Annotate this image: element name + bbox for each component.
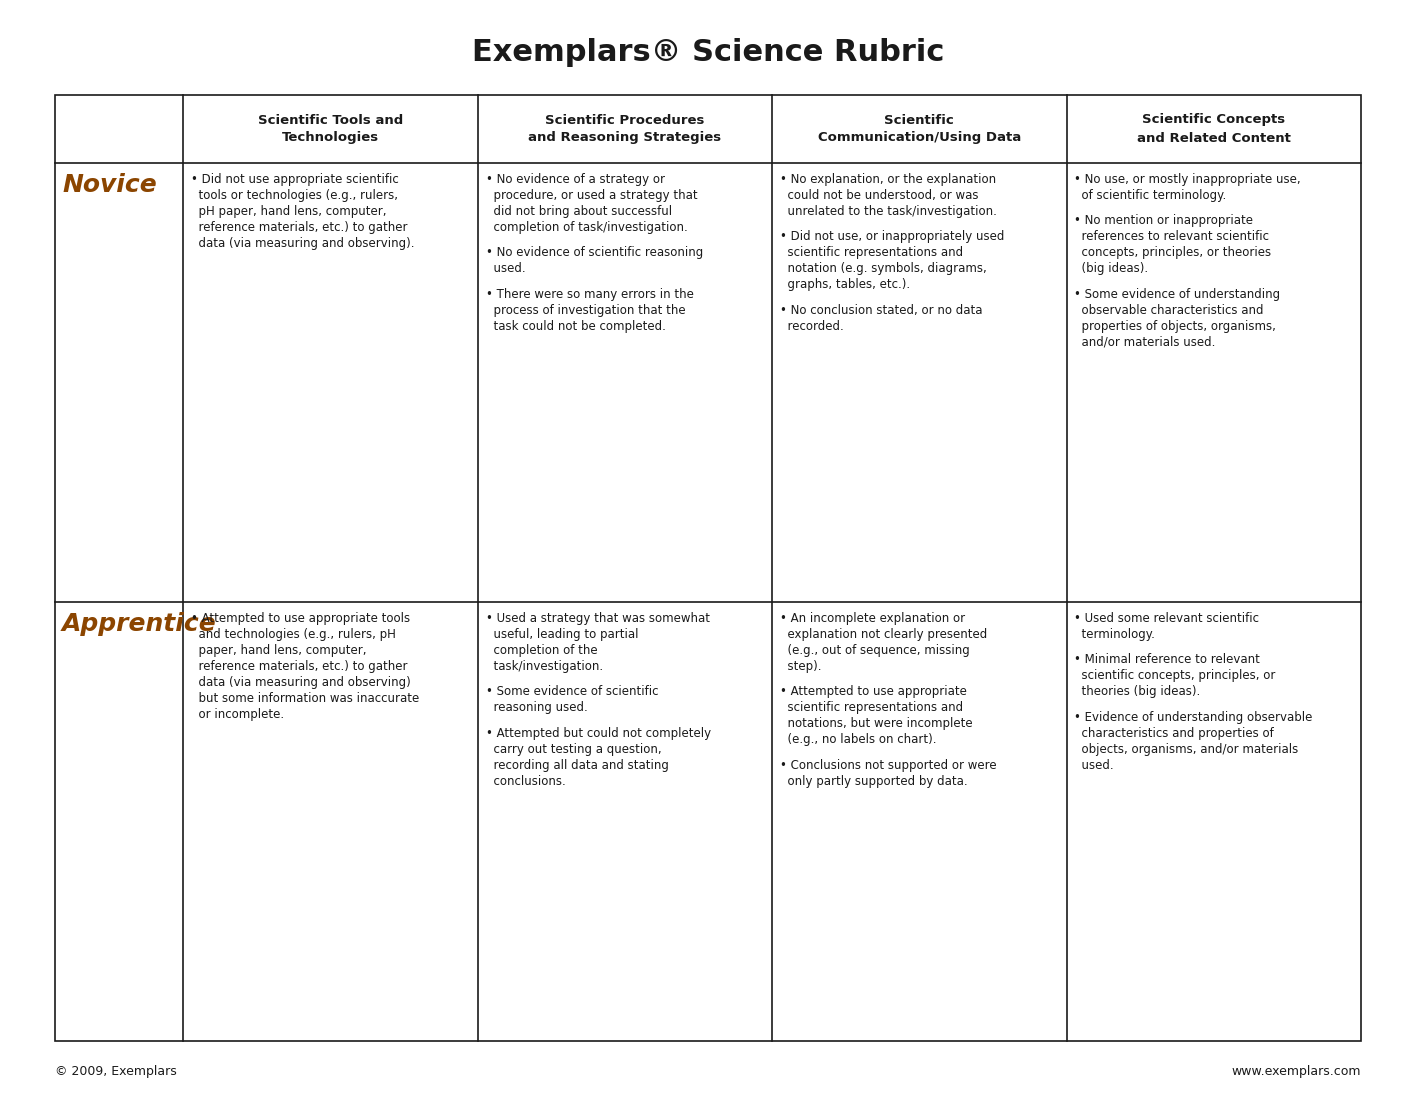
Text: properties of objects, organisms,: properties of objects, organisms, xyxy=(1075,320,1276,332)
Text: or incomplete.: or incomplete. xyxy=(191,708,285,721)
Text: (e.g., no labels on chart).: (e.g., no labels on chart). xyxy=(780,733,936,746)
Text: • Conclusions not supported or were: • Conclusions not supported or were xyxy=(780,758,997,772)
Text: • Used some relevant scientific: • Used some relevant scientific xyxy=(1075,612,1259,625)
Text: • Some evidence of scientific: • Some evidence of scientific xyxy=(486,685,658,698)
Text: scientific representations and: scientific representations and xyxy=(780,247,963,260)
Text: terminology.: terminology. xyxy=(1075,628,1155,641)
Text: could not be understood, or was: could not be understood, or was xyxy=(780,189,978,202)
Text: used.: used. xyxy=(1075,758,1114,772)
Text: conclusions.: conclusions. xyxy=(486,775,565,788)
Text: data (via measuring and observing).: data (via measuring and observing). xyxy=(191,237,415,250)
Text: characteristics and properties of: characteristics and properties of xyxy=(1075,727,1274,740)
Text: paper, hand lens, computer,: paper, hand lens, computer, xyxy=(191,643,367,657)
Text: only partly supported by data.: only partly supported by data. xyxy=(780,775,967,788)
Text: • No mention or inappropriate: • No mention or inappropriate xyxy=(1075,215,1253,228)
Text: data (via measuring and observing): data (via measuring and observing) xyxy=(191,676,411,688)
Text: completion of task/investigation.: completion of task/investigation. xyxy=(486,220,687,233)
Text: • Attempted but could not completely: • Attempted but could not completely xyxy=(486,727,711,740)
Text: Scientific Concepts
and Related Content: Scientific Concepts and Related Content xyxy=(1137,114,1291,145)
Text: and technologies (e.g., rulers, pH: and technologies (e.g., rulers, pH xyxy=(191,628,396,641)
Text: reference materials, etc.) to gather: reference materials, etc.) to gather xyxy=(191,220,408,233)
Text: task/investigation.: task/investigation. xyxy=(486,660,603,673)
Text: tools or technologies (e.g., rulers,: tools or technologies (e.g., rulers, xyxy=(191,189,398,202)
Text: • Attempted to use appropriate: • Attempted to use appropriate xyxy=(780,685,967,698)
Text: useful, leading to partial: useful, leading to partial xyxy=(486,628,639,641)
Text: • An incomplete explanation or: • An incomplete explanation or xyxy=(780,612,966,625)
Text: did not bring about successful: did not bring about successful xyxy=(486,205,671,218)
Text: (e.g., out of sequence, missing: (e.g., out of sequence, missing xyxy=(780,643,970,657)
Text: unrelated to the task/investigation.: unrelated to the task/investigation. xyxy=(780,205,997,218)
Text: • Minimal reference to relevant: • Minimal reference to relevant xyxy=(1075,653,1260,666)
Text: • No evidence of scientific reasoning: • No evidence of scientific reasoning xyxy=(486,247,702,260)
Text: and/or materials used.: and/or materials used. xyxy=(1075,335,1216,349)
Text: • Some evidence of understanding: • Some evidence of understanding xyxy=(1075,288,1280,300)
Text: © 2009, Exemplars: © 2009, Exemplars xyxy=(55,1065,177,1078)
Text: used.: used. xyxy=(486,262,525,275)
Text: (big ideas).: (big ideas). xyxy=(1075,262,1148,275)
Text: recording all data and stating: recording all data and stating xyxy=(486,758,668,772)
Text: • No conclusion stated, or no data: • No conclusion stated, or no data xyxy=(780,304,983,317)
Text: Exemplars® Science Rubric: Exemplars® Science Rubric xyxy=(472,38,944,67)
Text: • Attempted to use appropriate tools: • Attempted to use appropriate tools xyxy=(191,612,411,625)
Text: step).: step). xyxy=(780,660,821,673)
Text: reference materials, etc.) to gather: reference materials, etc.) to gather xyxy=(191,660,408,673)
Text: process of investigation that the: process of investigation that the xyxy=(486,304,685,317)
Text: notation (e.g. symbols, diagrams,: notation (e.g. symbols, diagrams, xyxy=(780,262,987,275)
Text: pH paper, hand lens, computer,: pH paper, hand lens, computer, xyxy=(191,205,387,218)
Text: • Used a strategy that was somewhat: • Used a strategy that was somewhat xyxy=(486,612,709,625)
Text: Scientific Tools and
Technologies: Scientific Tools and Technologies xyxy=(258,114,404,145)
Text: reasoning used.: reasoning used. xyxy=(486,701,588,715)
Text: Scientific
Communication/Using Data: Scientific Communication/Using Data xyxy=(817,114,1021,145)
Text: objects, organisms, and/or materials: objects, organisms, and/or materials xyxy=(1075,743,1298,755)
Text: explanation not clearly presented: explanation not clearly presented xyxy=(780,628,987,641)
Text: notations, but were incomplete: notations, but were incomplete xyxy=(780,717,973,730)
Text: concepts, principles, or theories: concepts, principles, or theories xyxy=(1075,247,1272,260)
Bar xyxy=(55,95,1361,1041)
Text: procedure, or used a strategy that: procedure, or used a strategy that xyxy=(486,189,697,202)
Text: • No evidence of a strategy or: • No evidence of a strategy or xyxy=(486,173,664,186)
Text: • There were so many errors in the: • There were so many errors in the xyxy=(486,288,694,300)
Text: completion of the: completion of the xyxy=(486,643,598,657)
Text: recorded.: recorded. xyxy=(780,320,844,332)
Text: carry out testing a question,: carry out testing a question, xyxy=(486,743,661,755)
Text: www.exemplars.com: www.exemplars.com xyxy=(1232,1065,1361,1078)
Text: • No explanation, or the explanation: • No explanation, or the explanation xyxy=(780,173,995,186)
Text: of scientific terminology.: of scientific terminology. xyxy=(1075,189,1226,202)
Text: • Did not use, or inappropriately used: • Did not use, or inappropriately used xyxy=(780,230,1004,243)
Text: theories (big ideas).: theories (big ideas). xyxy=(1075,685,1201,698)
Text: references to relevant scientific: references to relevant scientific xyxy=(1075,230,1270,243)
Text: scientific representations and: scientific representations and xyxy=(780,701,963,715)
Text: • Evidence of understanding observable: • Evidence of understanding observable xyxy=(1075,711,1313,723)
Text: • Did not use appropriate scientific: • Did not use appropriate scientific xyxy=(191,173,399,186)
Text: observable characteristics and: observable characteristics and xyxy=(1075,304,1264,317)
Text: graphs, tables, etc.).: graphs, tables, etc.). xyxy=(780,278,910,292)
Text: Novice: Novice xyxy=(62,173,157,197)
Text: task could not be completed.: task could not be completed. xyxy=(486,320,666,332)
Text: but some information was inaccurate: but some information was inaccurate xyxy=(191,692,419,705)
Text: scientific concepts, principles, or: scientific concepts, principles, or xyxy=(1075,670,1276,683)
Text: • No use, or mostly inappropriate use,: • No use, or mostly inappropriate use, xyxy=(1075,173,1301,186)
Text: Apprentice: Apprentice xyxy=(62,612,217,636)
Text: Scientific Procedures
and Reasoning Strategies: Scientific Procedures and Reasoning Stra… xyxy=(528,114,721,145)
